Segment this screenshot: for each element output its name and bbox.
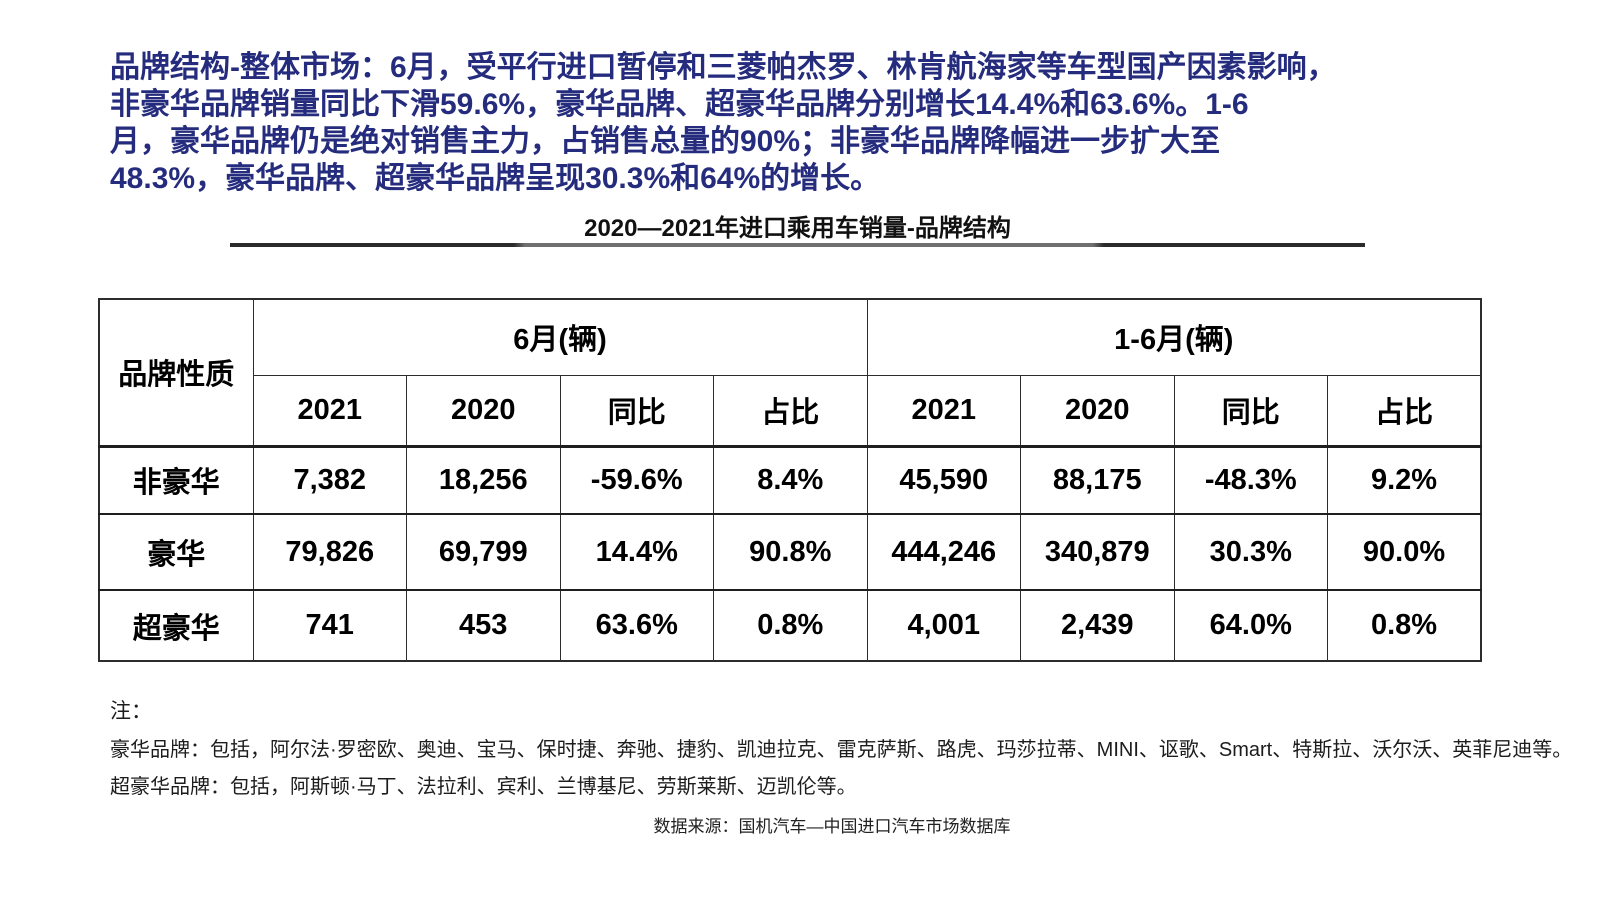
table-row-luxury: 豪华 79,826 69,799 14.4% 90.8% 444,246 340…: [98, 513, 1482, 591]
table-cell: 90.8%: [713, 513, 868, 591]
table-cell: 30.3%: [1173, 513, 1329, 591]
table-cell: 79,826: [252, 513, 407, 591]
table-cell: 14.4%: [559, 513, 714, 591]
note-luxury-brands: 豪华品牌：包括，阿尔法·罗密欧、奥迪、宝马、保时捷、奔驰、捷豹、凯迪拉克、雷克萨…: [110, 739, 1573, 761]
table-cell: 7,382: [252, 444, 407, 515]
table-cell: 45,590: [866, 444, 1022, 515]
corner-header-brand-type: 品牌性质: [98, 298, 254, 447]
headline-line-1: 品牌结构-整体市场：6月，受平行进口暂停和三菱帕杰罗、林肯航海家等车型国产因素影…: [110, 51, 1337, 84]
group-header-h1: 1-6月(辆): [866, 298, 1482, 376]
table-cell: 741: [252, 589, 407, 662]
table-cell: 8.4%: [713, 444, 868, 515]
col-header-june-2021: 2021: [252, 374, 407, 447]
row-label-super-luxury: 超豪华: [98, 589, 254, 662]
col-header-h1-share: 占比: [1327, 374, 1482, 447]
table-cell: 90.0%: [1327, 513, 1482, 591]
table-title: 2020—2021年进口乘用车销量-品牌结构: [584, 215, 1011, 242]
table-cell: 63.6%: [559, 589, 714, 662]
table-cell: 0.8%: [713, 589, 868, 662]
data-source: 数据来源：国机汽车—中国进口汽车市场数据库: [653, 817, 1011, 836]
row-label-luxury: 豪华: [98, 513, 254, 591]
col-header-june-yoy: 同比: [559, 374, 714, 447]
table-cell: 0.8%: [1327, 589, 1482, 662]
col-header-june-share: 占比: [713, 374, 868, 447]
brand-structure-table: 品牌性质 6月(辆) 1-6月(辆) 2021 2020 同比 占比 2021 …: [98, 298, 1483, 662]
col-header-h1-2021: 2021: [866, 374, 1022, 447]
group-header-june: 6月(辆): [252, 298, 868, 376]
col-header-h1-2020: 2020: [1020, 374, 1175, 447]
table-row-super-luxury: 超豪华 741 453 63.6% 0.8% 4,001 2,439 64.0%…: [98, 589, 1482, 662]
headline-line-4: 48.3%，豪华品牌、超豪华品牌呈现30.3%和64%的增长。: [110, 162, 881, 195]
headline-line-3: 月，豪华品牌仍是绝对销售主力，占销售总量的90%；非豪华品牌降幅进一步扩大至: [110, 125, 1221, 158]
col-header-h1-yoy: 同比: [1173, 374, 1329, 447]
headline-paragraph: 品牌结构-整体市场：6月，受平行进口暂停和三菱帕杰罗、林肯航海家等车型国产因素影…: [110, 49, 1510, 197]
note-super-luxury-brands: 超豪华品牌：包括，阿斯顿·马丁、法拉利、宾利、兰博基尼、劳斯莱斯、迈凯伦等。: [110, 776, 857, 798]
table-cell: 69,799: [406, 513, 561, 591]
table-cell: 340,879: [1020, 513, 1175, 591]
row-label-non-luxury: 非豪华: [98, 444, 254, 515]
table-cell: -48.3%: [1173, 444, 1329, 515]
headline-line-2: 非豪华品牌销量同比下滑59.6%，豪华品牌、超豪华品牌分别增长14.4%和63.…: [110, 88, 1249, 121]
table-cell: 444,246: [866, 513, 1022, 591]
table-cell: -59.6%: [559, 444, 714, 515]
table-row-non-luxury: 非豪华 7,382 18,256 -59.6% 8.4% 45,590 88,1…: [98, 444, 1482, 515]
table-cell: 9.2%: [1327, 444, 1482, 515]
table-cell: 4,001: [866, 589, 1022, 662]
notes-label: 注：: [110, 700, 152, 723]
table-cell: 64.0%: [1173, 589, 1329, 662]
table-cell: 2,439: [1020, 589, 1175, 662]
title-underline-rule: [230, 243, 1365, 247]
col-header-june-2020: 2020: [406, 374, 561, 447]
table-cell: 453: [406, 589, 561, 662]
table-cell: 18,256: [406, 444, 561, 515]
table-cell: 88,175: [1020, 444, 1175, 515]
